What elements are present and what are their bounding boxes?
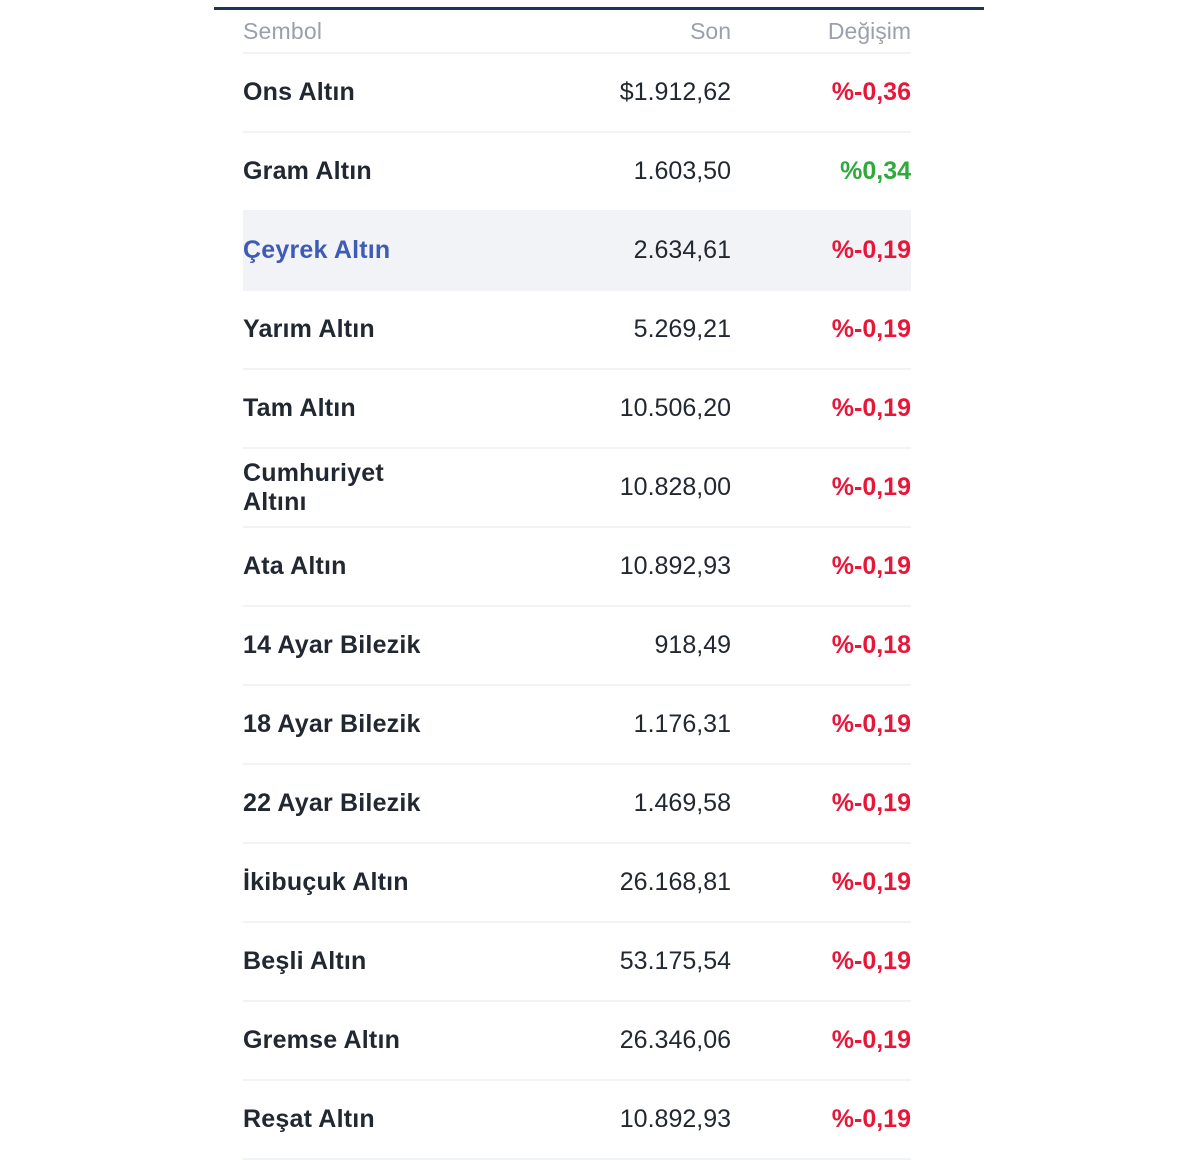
table-row[interactable]: Beşli Altın 53.175,54 %-0,19 xyxy=(243,923,911,1002)
row-last-price: 10.892,93 xyxy=(619,552,731,580)
row-symbol[interactable]: Gremse Altın xyxy=(243,1026,401,1054)
table-row[interactable]: Yarım Altın 5.269,21 %-0,19 xyxy=(243,291,911,370)
table-row[interactable]: Gram Altın 1.603,50 %0,34 xyxy=(243,133,911,212)
row-change: %-0,19 xyxy=(831,789,911,817)
table-row[interactable]: Ons Altın $1.912,62 %-0,36 xyxy=(243,54,911,133)
row-symbol[interactable]: 14 Ayar Bilezik xyxy=(243,631,421,659)
table-header: Sembol Son Değişim xyxy=(243,10,911,54)
row-last-price: 53.175,54 xyxy=(619,947,731,975)
row-change: %-0,36 xyxy=(831,78,911,106)
row-symbol[interactable]: İkibuçuk Altın xyxy=(243,868,409,896)
table-row[interactable]: Cumhuriyet Altını 10.828,00 %-0,19 xyxy=(243,449,911,528)
gold-prices-table: Sembol Son Değişim Ons Altın $1.912,62 %-0… xyxy=(243,10,911,1160)
table-row[interactable]: 22 Ayar Bilezik 1.469,58 %-0,19 xyxy=(243,765,911,844)
row-last-price: 2.634,61 xyxy=(633,236,731,264)
header-symbol[interactable]: Sembol xyxy=(243,17,323,44)
table-row[interactable]: Tam Altın 10.506,20 %-0,19 xyxy=(243,370,911,449)
table-row[interactable]: Gremse Altın 26.346,06 %-0,19 xyxy=(243,1002,911,1081)
row-change: %-0,19 xyxy=(831,1105,911,1133)
row-symbol[interactable]: Gram Altın xyxy=(243,157,372,185)
row-last-price: 10.828,00 xyxy=(619,473,731,501)
row-change: %-0,19 xyxy=(831,710,911,738)
row-change: %-0,19 xyxy=(831,1026,911,1054)
table-row[interactable]: 14 Ayar Bilezik 918,49 %-0,18 xyxy=(243,607,911,686)
header-change[interactable]: Değişim xyxy=(827,17,911,44)
row-last-price: 1.469,58 xyxy=(633,789,731,817)
row-last-price: $1.912,62 xyxy=(619,78,731,106)
row-last-price: 1.603,50 xyxy=(633,157,731,185)
top-divider xyxy=(214,7,984,10)
table-row[interactable]: Ata Altın 10.892,93 %-0,19 xyxy=(243,528,911,607)
row-symbol[interactable]: Ons Altın xyxy=(243,78,355,106)
row-symbol[interactable]: 18 Ayar Bilezik xyxy=(243,710,421,738)
row-last-price: 5.269,21 xyxy=(633,315,731,343)
row-symbol[interactable]: Beşli Altın xyxy=(243,947,367,975)
row-symbol[interactable]: Çeyrek Altın xyxy=(243,236,391,264)
row-change: %0,34 xyxy=(840,157,911,185)
row-symbol[interactable]: Ata Altın xyxy=(243,552,347,580)
row-symbol[interactable]: Yarım Altın xyxy=(243,315,375,343)
header-last[interactable]: Son xyxy=(690,17,731,44)
table-row[interactable]: 18 Ayar Bilezik 1.176,31 %-0,19 xyxy=(243,686,911,765)
row-symbol[interactable]: Cumhuriyet Altını xyxy=(243,458,384,516)
row-change: %-0,19 xyxy=(831,552,911,580)
row-last-price: 10.506,20 xyxy=(619,394,731,422)
row-change: %-0,19 xyxy=(831,315,911,343)
row-last-price: 918,49 xyxy=(654,631,731,659)
row-change: %-0,19 xyxy=(831,947,911,975)
table-row[interactable]: İkibuçuk Altın 26.168,81 %-0,19 xyxy=(243,844,911,923)
row-change: %-0,19 xyxy=(831,473,911,501)
row-last-price: 26.346,06 xyxy=(619,1026,731,1054)
row-symbol[interactable]: Reşat Altın xyxy=(243,1105,375,1133)
row-change: %-0,19 xyxy=(831,236,911,264)
table-row[interactable]: Reşat Altın 10.892,93 %-0,19 xyxy=(243,1081,911,1160)
row-change: %-0,19 xyxy=(831,394,911,422)
table-row[interactable]: Çeyrek Altın 2.634,61 %-0,19 xyxy=(243,212,911,291)
row-last-price: 26.168,81 xyxy=(619,868,731,896)
row-change: %-0,18 xyxy=(831,631,911,659)
row-change: %-0,19 xyxy=(831,868,911,896)
row-last-price: 10.892,93 xyxy=(619,1105,731,1133)
row-symbol[interactable]: 22 Ayar Bilezik xyxy=(243,789,421,817)
row-last-price: 1.176,31 xyxy=(633,710,731,738)
row-symbol[interactable]: Tam Altın xyxy=(243,394,356,422)
